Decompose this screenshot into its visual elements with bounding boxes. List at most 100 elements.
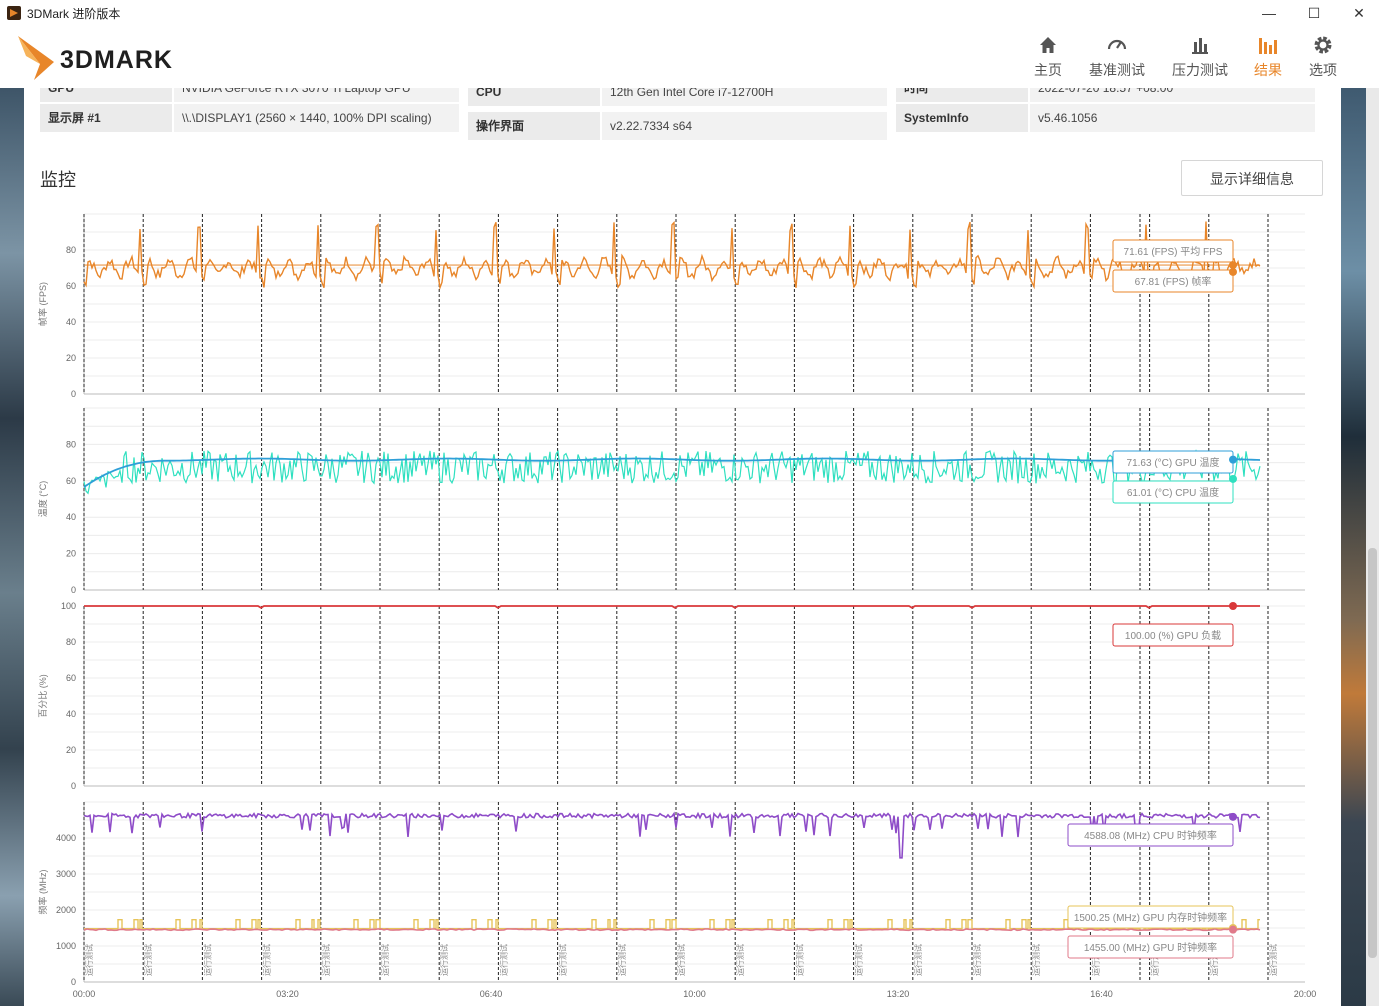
- test-marker-label: 运行测试: [202, 944, 212, 976]
- show-details-button[interactable]: 显示详细信息: [1181, 160, 1323, 196]
- test-marker-label: 运行测试: [913, 944, 923, 976]
- y-tick-label: 0: [71, 977, 76, 987]
- info-display-value: \\.\DISPLAY1 (2560 × 1440, 100% DPI scal…: [174, 104, 459, 132]
- y-tick-label: 20: [66, 745, 76, 755]
- scrollbar-thumb[interactable]: [1368, 548, 1377, 958]
- minimize-button[interactable]: —: [1262, 5, 1276, 21]
- value-callout-box: [1067, 905, 1234, 929]
- value-callout-box: [1112, 239, 1234, 263]
- 3dmark-logo[interactable]: 3DMARK: [16, 34, 221, 82]
- test-marker-label: 运行测试: [735, 944, 745, 976]
- info-ui-key: 操作界面: [468, 112, 600, 140]
- test-marker-label: 运行测试: [143, 944, 153, 976]
- value-callout-label: 71.61 (FPS) 平均 FPS: [1124, 246, 1223, 258]
- test-marker-label: 运行测试: [676, 944, 686, 976]
- value-callout-box: [1112, 623, 1234, 647]
- y-tick-label: 4000: [56, 833, 76, 843]
- value-callout-label: 1500.25 (MHz) GPU 内存时钟频率: [1074, 911, 1227, 924]
- nav-stress-tests[interactable]: 压力测试: [1165, 34, 1235, 80]
- y-tick-label: 3000: [56, 869, 76, 879]
- y-tick-label: 80: [66, 245, 76, 255]
- series-end-point: [1229, 474, 1237, 483]
- info-ui-value: v2.22.7334 s64: [602, 112, 887, 140]
- background-art-left: [0, 88, 24, 1006]
- y-tick-label: 60: [66, 673, 76, 683]
- y-tick-label: 20: [66, 549, 76, 559]
- results-content: GPU NVIDIA GeForce RTX 3070 Ti Laptop GP…: [24, 88, 1341, 1006]
- info-sysinfo-key: SystemInfo: [896, 104, 1028, 132]
- y-tick-label: 0: [71, 585, 76, 595]
- series-cpu-clock: [83, 811, 1261, 859]
- y-tick-label: 80: [66, 439, 76, 449]
- series-end-point: [1229, 261, 1237, 270]
- y-tick-label: 100: [61, 601, 76, 611]
- series-gpu-memory-clock: [84, 919, 1260, 930]
- x-tick-label: 03:20: [276, 989, 299, 999]
- nav-options[interactable]: 选项: [1288, 34, 1358, 80]
- 3dmark-logo-mark: 3DMARK: [18, 36, 172, 80]
- app-icon: [7, 6, 21, 20]
- nav-stress-tests-label: 压力测试: [1172, 62, 1228, 78]
- close-button[interactable]: ✕: [1353, 5, 1365, 21]
- bar-chart-icon: [1165, 34, 1235, 60]
- info-sysinfo-value: v5.46.1056: [1030, 104, 1315, 132]
- nav-results-label: 结果: [1254, 62, 1282, 78]
- value-callout-box: [1112, 480, 1234, 504]
- info-time-key: 时间: [896, 88, 1028, 102]
- nav-options-label: 选项: [1309, 62, 1337, 78]
- y-axis-label: 频率 (MHz): [37, 870, 48, 915]
- monitoring-title: 监控: [40, 170, 76, 191]
- series-gpu-clock: [83, 928, 1261, 932]
- y-tick-label: 40: [66, 512, 76, 522]
- series-gpu-load: [84, 605, 1260, 609]
- y-axis-label: 百分比 (%): [37, 674, 48, 718]
- value-callout-label: 67.81 (FPS) 帧率: [1135, 275, 1212, 288]
- test-marker-label: 运行测试: [439, 944, 449, 976]
- info-cpu-value: 12th Gen Intel Core i7-12700H: [602, 88, 887, 106]
- value-callout-label: 71.63 (°C) GPU 温度: [1127, 456, 1220, 469]
- x-tick-label: 10:00: [683, 989, 706, 999]
- value-callout-box: [1067, 823, 1234, 847]
- test-marker-label: 运行测试: [262, 944, 272, 976]
- y-tick-label: 60: [66, 281, 76, 291]
- x-tick-label: 16:40: [1090, 989, 1113, 999]
- gear-icon: [1288, 34, 1358, 60]
- info-gpu-key: GPU: [40, 88, 172, 102]
- y-tick-label: 2000: [56, 905, 76, 915]
- test-marker-label: 运行测试: [380, 944, 390, 976]
- series-fps: [83, 220, 1261, 291]
- monitoring-chart: 0 20 40 60 80 帧率 (FPS) 71.61 (FPS) 平均 FPS 67.81…: [37, 213, 1317, 999]
- test-marker-label: 运行测试: [617, 944, 627, 976]
- nav-results[interactable]: 结果: [1233, 34, 1303, 80]
- y-tick-label: 20: [66, 353, 76, 363]
- x-tick-label: 00:00: [73, 989, 96, 999]
- series-end-point: [1229, 602, 1237, 610]
- test-marker-label: 运行测试: [1209, 944, 1219, 976]
- gauge-icon: [1082, 34, 1152, 60]
- y-tick-label: 60: [66, 476, 76, 486]
- nav-home[interactable]: 主页: [1013, 34, 1083, 80]
- test-marker-label: 运行测试: [498, 944, 508, 976]
- x-tick-label: 13:20: [887, 989, 910, 999]
- test-marker-label: 运行测试: [1268, 944, 1278, 976]
- value-callout-label: 4588.08 (MHz) CPU 时钟频率: [1084, 829, 1217, 842]
- test-marker-label: 运行测试: [794, 944, 804, 976]
- info-time-value: 2022-07-20 18:57 +08:00: [1030, 88, 1315, 102]
- y-tick-label: 40: [66, 709, 76, 719]
- top-navbar: 3DMARK 主页 基准测试 压力测试 结果 选项: [0, 26, 1379, 88]
- nav-benchmarks[interactable]: 基准测试: [1082, 34, 1152, 80]
- maximize-button[interactable]: ☐: [1307, 5, 1321, 21]
- x-tick-label: 20:00: [1294, 989, 1317, 999]
- test-marker-label: 运行测试: [1150, 944, 1160, 976]
- series-cpu-temp: [83, 449, 1261, 495]
- y-axis-label: 帧率 (FPS): [37, 282, 48, 326]
- nav-benchmarks-label: 基准测试: [1089, 62, 1145, 78]
- value-callout-box: [1112, 269, 1234, 293]
- y-tick-label: 40: [66, 317, 76, 327]
- vertical-scrollbar[interactable]: [1366, 88, 1379, 1006]
- test-marker-label: 运行测试: [558, 944, 568, 976]
- series-end-point: [1229, 267, 1237, 276]
- series-end-point: [1229, 455, 1237, 464]
- series-end-point: [1229, 812, 1237, 821]
- y-tick-label: 1000: [56, 941, 76, 951]
